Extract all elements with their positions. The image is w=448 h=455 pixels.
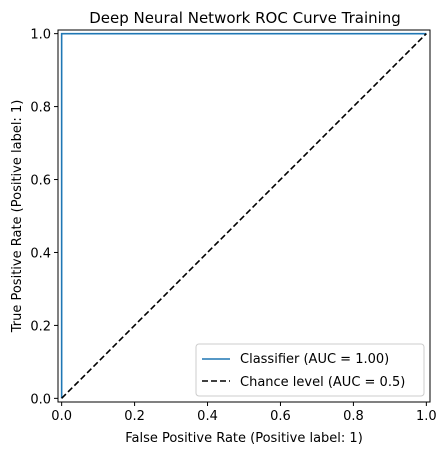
x-tick-label: 0.8 — [343, 409, 364, 424]
chart-title: Deep Neural Network ROC Curve Training — [89, 9, 401, 27]
x-axis-label: False Positive Rate (Positive label: 1) — [125, 431, 363, 446]
y-tick-label: 1.0 — [30, 28, 51, 43]
x-tick-label: 0.6 — [270, 409, 291, 424]
legend-box — [195, 343, 425, 397]
y-axis-label: True Positive Rate (Positive label: 1) — [10, 100, 25, 334]
y-tick-label: 0.2 — [30, 319, 51, 334]
x-tick-label: 0.2 — [124, 409, 145, 424]
y-tick-label: 0.6 — [30, 174, 51, 189]
x-tick-label: 0.0 — [51, 409, 72, 424]
plot-series — [60, 32, 427, 399]
x-tick-label: 1.0 — [416, 409, 437, 424]
legend: Classifier (AUC = 1.00) Chance level (AU… — [195, 343, 425, 397]
x-tick-label: 0.4 — [197, 409, 218, 424]
series-line-1 — [61, 33, 427, 399]
legend-label-classifier: Classifier (AUC = 1.00) — [240, 352, 389, 367]
x-axis-ticks: 0.0 0.2 0.4 0.6 0.8 1.0 — [51, 402, 437, 424]
y-axis-ticks: 0.0 0.2 0.4 0.6 0.8 1.0 — [30, 28, 58, 407]
y-tick-label: 0.0 — [30, 392, 51, 407]
y-tick-label: 0.4 — [30, 246, 51, 261]
plot-frame — [57, 29, 431, 403]
legend-label-chance: Chance level (AUC = 0.5) — [240, 375, 405, 390]
y-tick-label: 0.8 — [30, 101, 51, 116]
series-line-0 — [60, 32, 427, 399]
